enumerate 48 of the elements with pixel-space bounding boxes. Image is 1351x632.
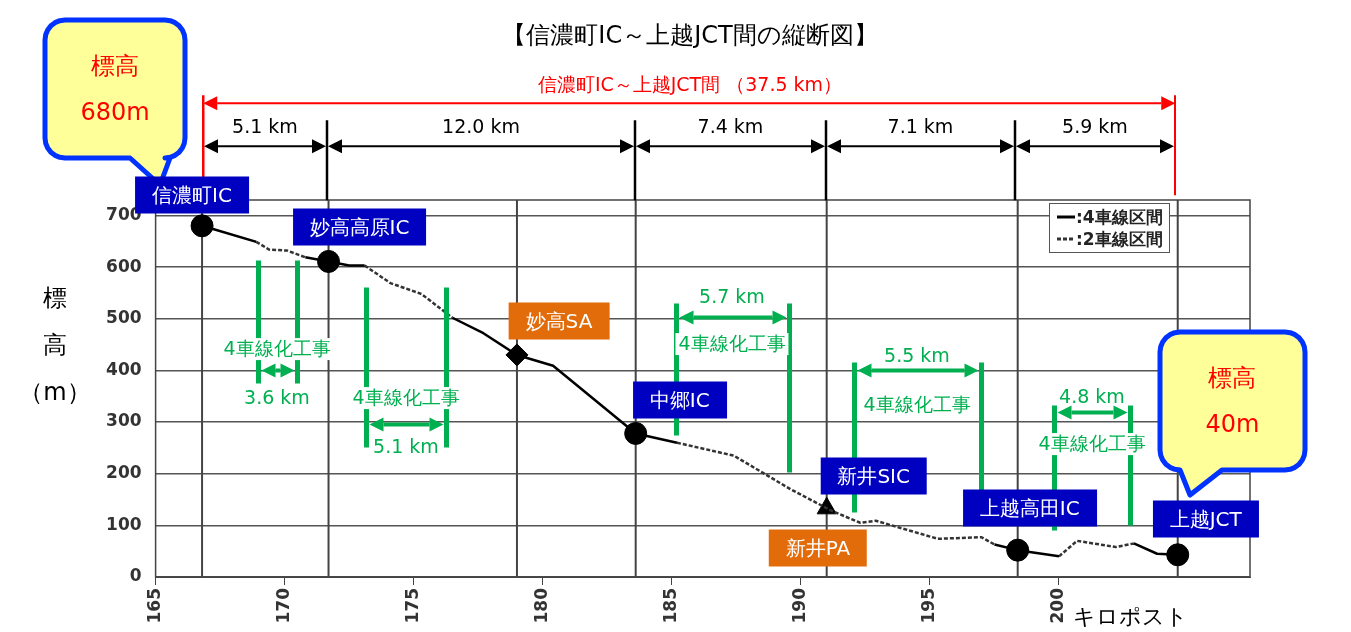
annotation: 5.1 km xyxy=(373,435,439,458)
x-tick-label: 175 xyxy=(402,588,423,624)
annotation: 新井PA xyxy=(768,529,868,567)
x-axis-title: キロポスト xyxy=(1073,603,1188,629)
y-tick-label: 500 xyxy=(106,307,142,328)
x-tick-label: 195 xyxy=(918,588,939,624)
ref-line-label: 中郷IC xyxy=(632,381,727,419)
annotation: 4車線化工事 xyxy=(349,386,463,409)
annotation: 4車線化工事 xyxy=(1035,432,1149,455)
x-tick-label: 200 xyxy=(1047,587,1068,624)
ref-line-label: 妙高高原IC xyxy=(292,208,427,246)
annotation: 4車線化工事 xyxy=(860,393,974,416)
ref-line-label: 上越JCT xyxy=(1152,500,1259,538)
y-tick-label: 200 xyxy=(106,462,142,483)
text: 12.0 km xyxy=(442,115,520,138)
y-tick-label: 400 xyxy=(106,358,142,379)
text: 5.9 km xyxy=(1062,115,1128,138)
text: 信濃町IC～上越JCT間 （37.5 km） xyxy=(537,73,843,96)
text: 5.1 km xyxy=(232,115,298,138)
y-tick-label: 100 xyxy=(106,513,142,534)
annotation: 3.6 km xyxy=(244,386,310,409)
point xyxy=(190,214,214,238)
annotation: 4.8 km xyxy=(1059,385,1125,408)
x-tick-label: 165 xyxy=(144,588,165,624)
x-tick-label: 185 xyxy=(660,588,681,624)
annotation: 標高 40m xyxy=(1205,363,1260,440)
ref-line-label: 妙高SA xyxy=(508,302,610,340)
y-axis-title: 標高（m） xyxy=(19,284,91,407)
legend-label: :2車線区間 xyxy=(1076,227,1163,251)
ref-line-label: 新井SIC xyxy=(820,457,927,495)
ref-line-label: 上越高田IC xyxy=(962,489,1097,527)
chart-title: 【信濃町IC～上越JCT間の縦断図】 xyxy=(502,21,878,50)
ref-line-label: 信濃町IC xyxy=(152,182,232,207)
annotation: 4車線化工事 xyxy=(220,337,334,360)
y-tick-label: 300 xyxy=(106,410,142,431)
y-tick-label: 0 xyxy=(129,565,142,586)
y-tick-label: 600 xyxy=(106,255,142,276)
annotation: 4車線化工事 xyxy=(675,332,789,355)
legend-label: :4車線区間 xyxy=(1076,205,1163,229)
x-tick-label: 190 xyxy=(789,587,810,624)
text: 7.1 km xyxy=(887,115,954,138)
annotation: 5.5 km xyxy=(884,344,950,367)
point xyxy=(1166,543,1190,567)
x-tick-label: 170 xyxy=(273,587,294,624)
x-tick-label: 180 xyxy=(531,587,552,624)
annotation: 5.7 km xyxy=(699,285,765,308)
text: 7.4 km xyxy=(697,115,764,138)
text: 標高 680m xyxy=(80,51,150,128)
